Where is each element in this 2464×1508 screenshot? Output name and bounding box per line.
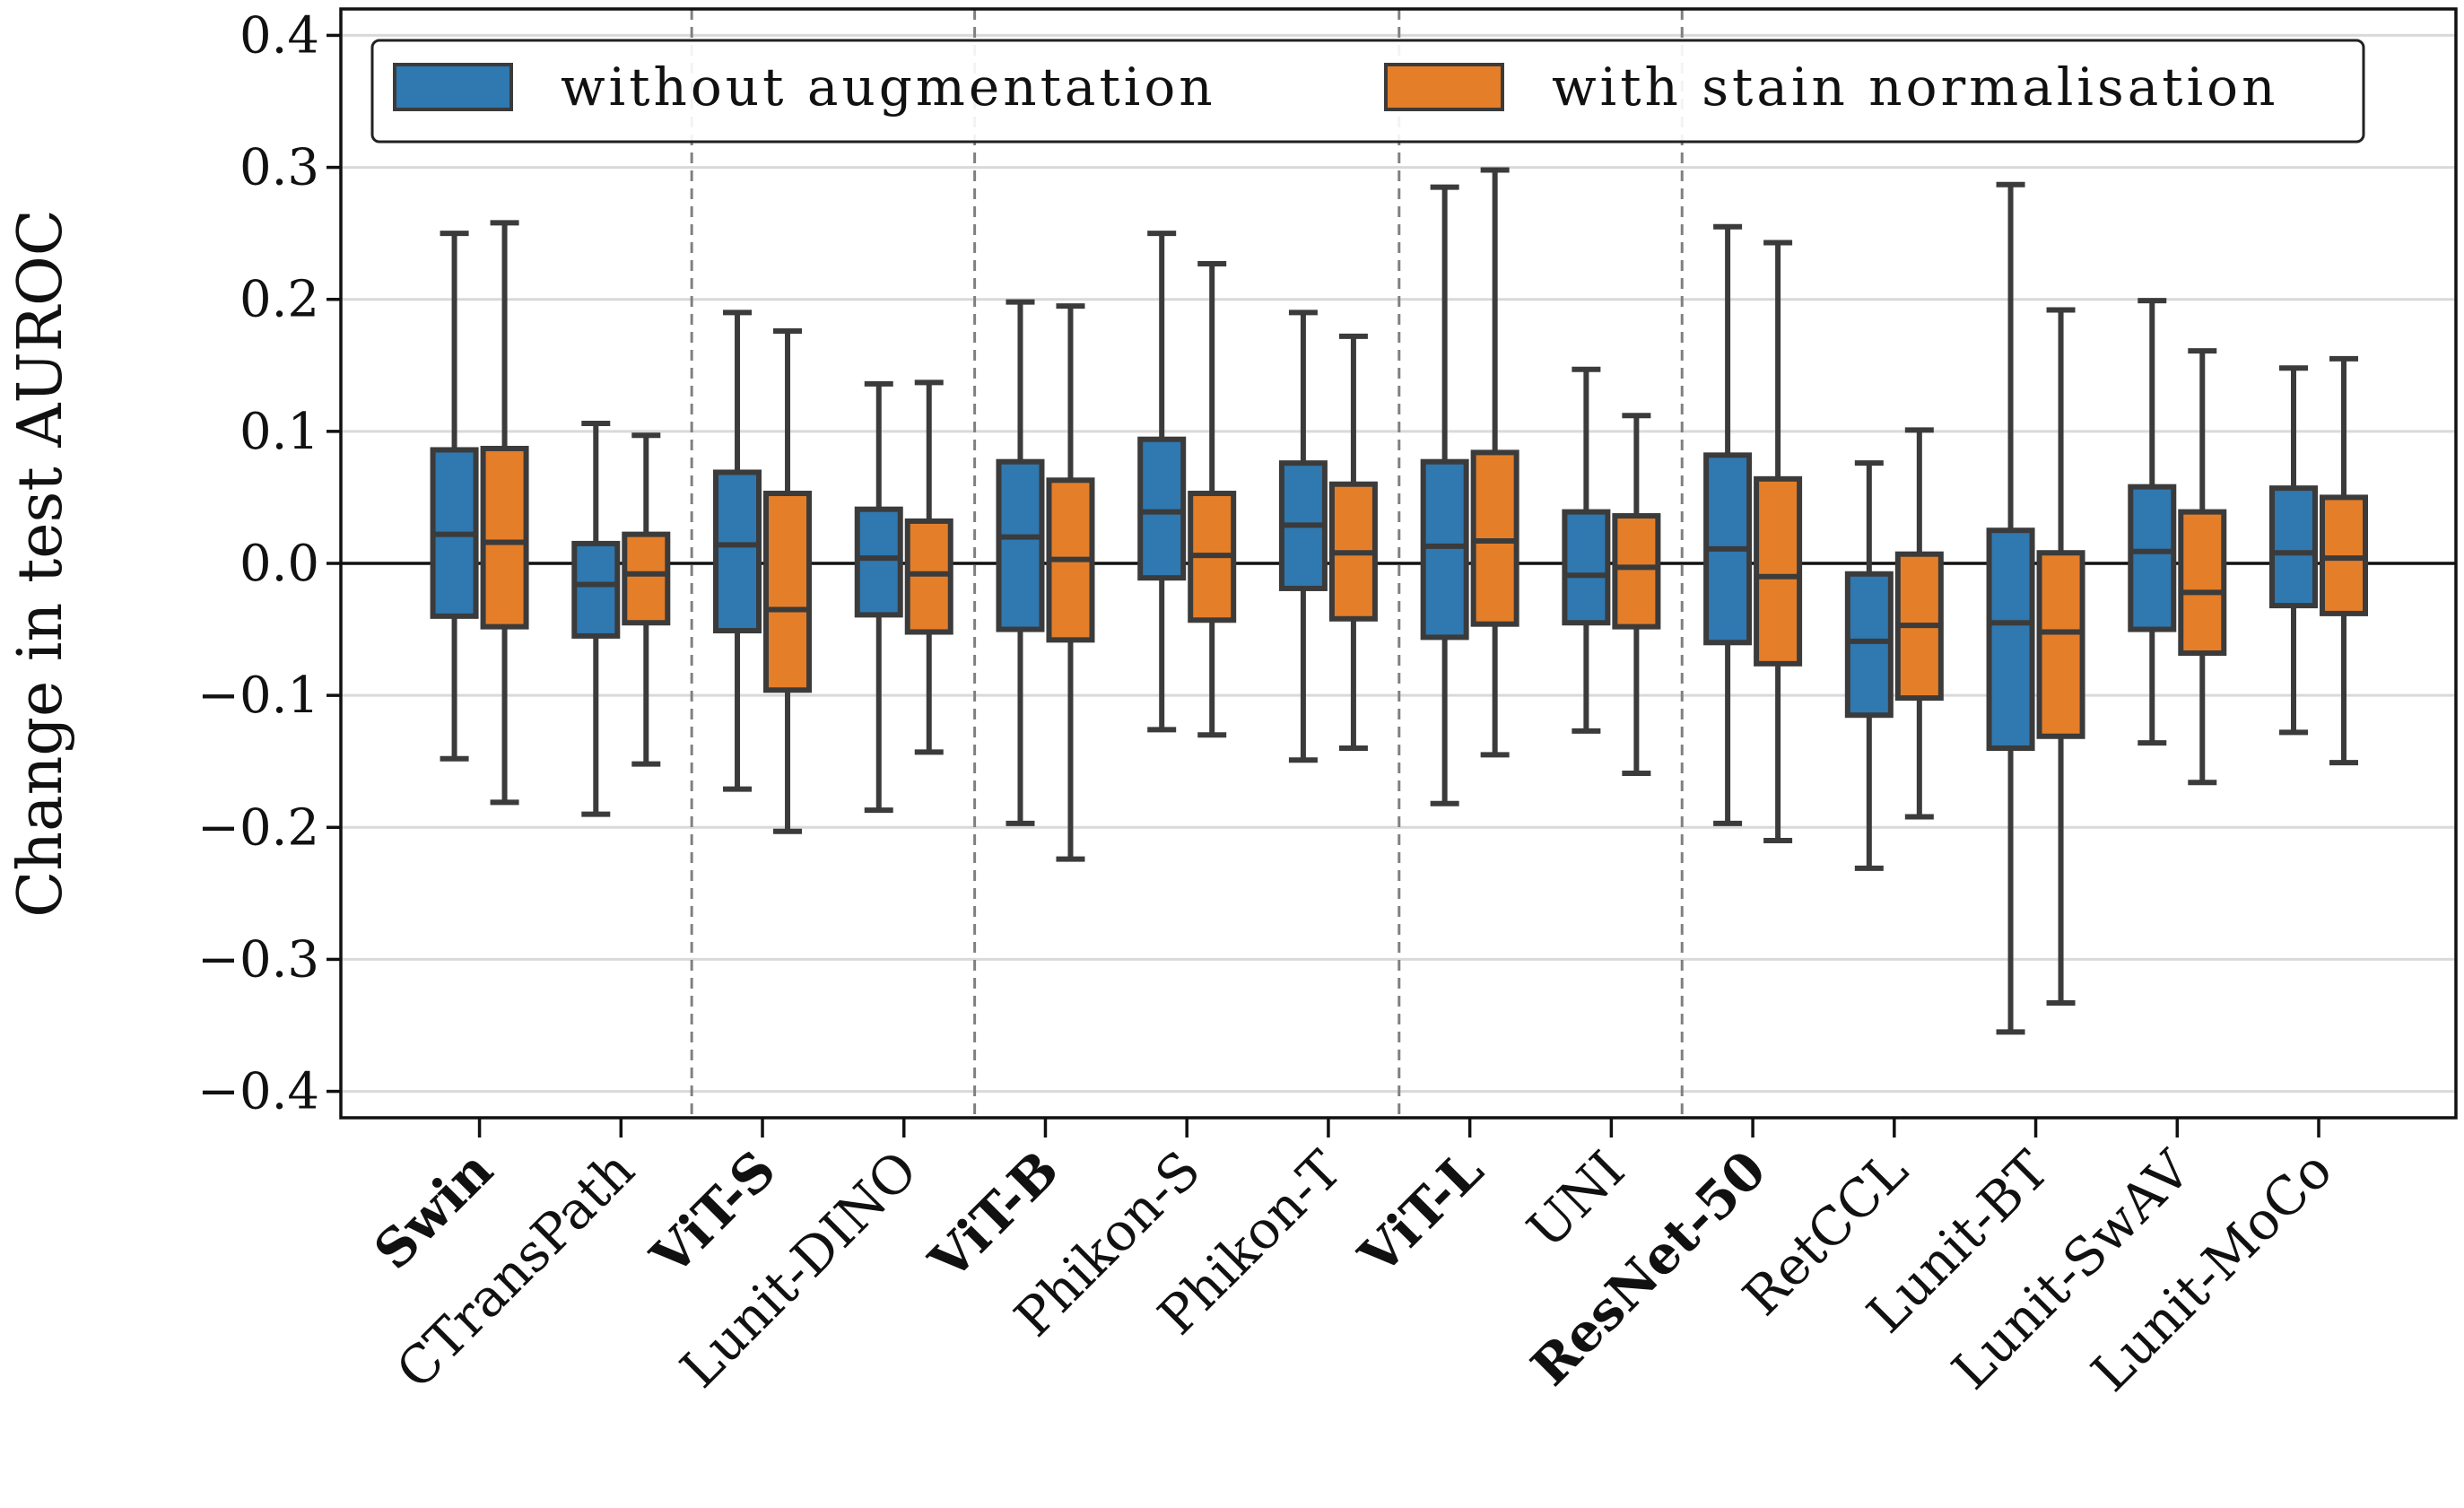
box-vit-b-without-augmentation	[996, 299, 1045, 826]
box-iqr	[1562, 509, 1611, 626]
box-phikon-t-without-augmentation	[1278, 309, 1328, 763]
box-iqr	[713, 469, 762, 634]
box-lunit-moco-with-stain-normalisation	[2320, 355, 2369, 766]
box-vit-b-with-stain-normalisation	[1046, 303, 1095, 862]
y-tick-label: 0.0	[239, 535, 319, 593]
y-tick-label: −0.2	[197, 798, 319, 857]
box-resnet-50-without-augmentation	[1703, 223, 1753, 826]
box-series	[430, 167, 2369, 1035]
box-iqr	[2128, 484, 2177, 632]
box-uni-without-augmentation	[1562, 366, 1611, 734]
box-iqr	[622, 531, 671, 626]
box-iqr	[1986, 527, 2035, 752]
box-phikon-s-with-stain-normalisation	[1188, 260, 1237, 738]
box-iqr	[996, 458, 1045, 632]
y-tick-label: 0.1	[239, 403, 319, 461]
box-lunit-dino-with-stain-normalisation	[904, 379, 953, 755]
box-swin-without-augmentation	[430, 231, 479, 762]
box-vit-l-without-augmentation	[1420, 184, 1469, 806]
box-iqr	[571, 540, 621, 639]
box-lunit-bt-with-stain-normalisation	[2036, 307, 2085, 1006]
box-ctranspath-with-stain-normalisation	[622, 432, 671, 767]
box-phikon-t-with-stain-normalisation	[1328, 333, 1378, 751]
group-separators	[690, 9, 1684, 1118]
box-iqr	[1137, 436, 1187, 581]
box-iqr	[854, 506, 903, 618]
box-iqr	[1612, 513, 1661, 630]
box-vit-s-without-augmentation	[713, 309, 762, 792]
legend-swatch-without-augmentation	[393, 63, 513, 111]
y-axis-title: Change in test AUROC	[5, 209, 76, 918]
legend-frame	[370, 39, 2365, 144]
box-lunit-swav-without-augmentation	[2128, 298, 2177, 746]
box-retccl-without-augmentation	[1844, 460, 1894, 871]
box-lunit-dino-without-augmentation	[854, 380, 903, 814]
box-iqr	[1420, 458, 1469, 641]
box-iqr	[2269, 485, 2319, 609]
box-vit-l-with-stain-normalisation	[1470, 167, 1519, 758]
y-tick-label: −0.1	[197, 667, 319, 725]
box-iqr	[2178, 509, 2227, 657]
box-iqr	[763, 491, 813, 693]
box-iqr	[2036, 550, 2085, 739]
y-tick-label: −0.3	[197, 930, 319, 989]
box-vit-s-with-stain-normalisation	[763, 328, 813, 834]
box-retccl-with-stain-normalisation	[1894, 427, 1944, 820]
box-ctranspath-without-augmentation	[571, 421, 621, 817]
legend-label-with-stain-normalisation: with stain normalisation	[1552, 57, 2278, 118]
box-uni-with-stain-normalisation	[1612, 413, 1661, 776]
y-tick-label: 0.4	[239, 6, 319, 65]
box-iqr	[1844, 571, 1894, 719]
legend-swatch-with-stain-normalisation	[1384, 63, 1504, 111]
legend-label-without-augmentation: without augmentation	[561, 57, 1216, 118]
box-resnet-50-with-stain-normalisation	[1754, 240, 1803, 843]
box-phikon-s-without-augmentation	[1137, 231, 1187, 733]
box-lunit-bt-without-augmentation	[1986, 181, 2035, 1035]
legend: without augmentation with stain normalis…	[370, 39, 2365, 144]
y-tick-label: 0.2	[239, 271, 319, 329]
y-tick-label: −0.4	[197, 1063, 319, 1121]
box-iqr	[480, 445, 529, 630]
box-iqr	[1754, 475, 1803, 667]
box-lunit-moco-without-augmentation	[2269, 365, 2319, 736]
box-swin-with-stain-normalisation	[480, 220, 529, 806]
y-tick-label: 0.3	[239, 139, 319, 197]
box-lunit-swav-with-stain-normalisation	[2178, 348, 2227, 786]
y-axis-ticks: 0.4 0.3 0.2 0.1 0.0 −0.1 −0.2 −0.3 −0.4	[197, 6, 341, 1121]
